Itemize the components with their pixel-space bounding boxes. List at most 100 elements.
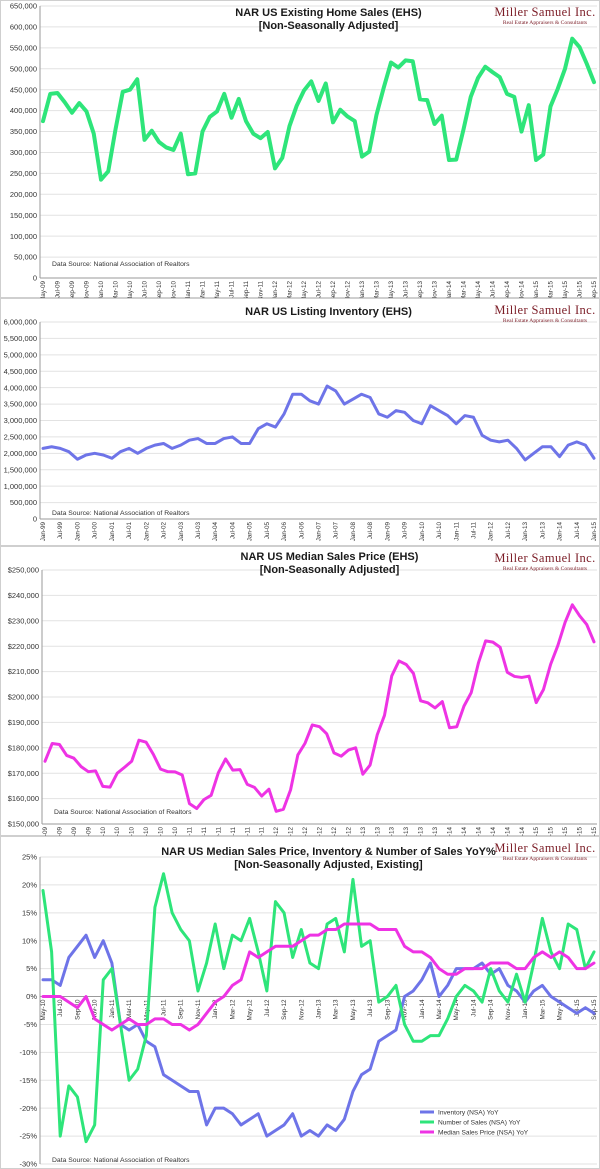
legend-label: Number of Sales (NSA) YoY (438, 1119, 521, 1126)
x-tick-label: Nov-12 (345, 827, 352, 836)
x-tick-label: May-11 (215, 827, 222, 836)
x-tick-label: Jan-15 (591, 522, 598, 542)
x-tick-label: May-14 (475, 827, 482, 836)
y-tick-label: 25% (22, 853, 37, 862)
y-tick-label: 5% (26, 964, 37, 973)
chart-subtitle: [Non-Seasonally Adjusted, Existing] (234, 859, 423, 871)
y-tick-label: $150,000 (8, 820, 39, 829)
y-tick-label: 450,000 (10, 85, 37, 94)
x-tick-label: Nov-09 (84, 281, 91, 298)
y-tick-label: -10% (19, 1048, 37, 1057)
y-tick-label: $200,000 (8, 693, 39, 702)
chart-subtitle: [Non-Seasonally Adjusted] (259, 20, 399, 32)
x-tick-label: May-15 (562, 281, 569, 298)
brand-logo: Miller Samuel Inc. (494, 303, 595, 317)
x-tick-label: Sep-15 (591, 999, 598, 1020)
x-tick-label: Jan-11 (453, 522, 460, 541)
x-tick-label: May-15 (557, 999, 564, 1020)
x-tick-label: Jan-05 (247, 522, 254, 542)
x-tick-label: Mar-15 (548, 827, 555, 836)
x-tick-label: Jul-15 (577, 281, 584, 298)
y-tick-label: $210,000 (8, 667, 39, 676)
x-tick-label: Sep-14 (504, 827, 511, 836)
chart-frame (0, 298, 600, 546)
x-tick-label: Jul-99 (57, 522, 64, 540)
x-tick-label: Sep-11 (243, 281, 250, 298)
y-tick-label: 650,000 (10, 2, 37, 11)
x-tick-label: Jul-11 (470, 522, 477, 539)
x-tick-label: Jul-04 (229, 522, 236, 540)
x-tick-label: Jan-10 (100, 827, 107, 836)
x-tick-label: Mar-13 (374, 281, 381, 298)
x-tick-label: Jul-12 (316, 281, 323, 298)
x-tick-label: Jan-12 (488, 522, 495, 542)
x-tick-label: Sep-11 (244, 827, 251, 836)
data-source: Data Source: National Association of Rea… (52, 510, 190, 517)
x-tick-label: Sep-15 (591, 827, 598, 836)
x-tick-label: Mar-13 (333, 999, 340, 1019)
x-tick-label: Jan-11 (185, 281, 192, 298)
x-tick-label: Nov-12 (345, 281, 352, 298)
x-tick-label: Jan-02 (143, 522, 150, 542)
x-tick-label: Jan-04 (212, 522, 219, 542)
x-tick-label: Mar-14 (461, 281, 468, 298)
x-tick-label: Jul-07 (333, 522, 340, 540)
x-tick-label: Jan-00 (74, 522, 81, 542)
chart-median-sales-price: $150,000 $160,000 $170,000 $180,000 $190,000… (0, 546, 600, 836)
x-tick-label: Jul-11 (230, 827, 237, 836)
y-tick-label: 350,000 (10, 127, 37, 136)
x-tick-label: Jul-10 (142, 281, 149, 298)
y-tick-label: 1,000,000 (4, 482, 37, 491)
x-tick-label: Jan-11 (109, 999, 116, 1018)
x-tick-label: May-13 (350, 999, 357, 1020)
y-tick-label: -15% (19, 1076, 37, 1085)
y-tick-label: 0 (33, 515, 37, 524)
y-tick-label: $190,000 (8, 718, 39, 727)
x-tick-label: Jul-02 (161, 522, 168, 540)
x-tick-label: Jul-10 (143, 827, 150, 836)
chart-title: NAR US Listing Inventory (EHS) (245, 306, 412, 318)
series-line (41, 384, 596, 462)
x-tick-label: Jan-08 (350, 522, 357, 542)
x-tick-label: Mar-12 (288, 827, 295, 836)
x-tick-label: Nov-14 (519, 827, 526, 836)
x-tick-label: Jul-12 (317, 827, 324, 836)
y-tick-label: 10% (22, 936, 37, 945)
x-tick-label: Nov-11 (258, 281, 265, 298)
x-tick-label: Sep-13 (384, 999, 391, 1020)
y-tick-label: -5% (24, 1020, 38, 1029)
y-tick-label: 1,500,000 (4, 465, 37, 474)
x-tick-label: Jan-14 (446, 281, 453, 298)
x-tick-label: Jul-14 (490, 281, 497, 298)
x-tick-label: Jan-12 (273, 827, 280, 836)
y-tick-label: $220,000 (8, 642, 39, 651)
y-tick-label: $160,000 (8, 794, 39, 803)
x-tick-label: Nov-14 (505, 999, 512, 1020)
data-source: Data Source: National Association of Rea… (52, 261, 190, 268)
chart-title: NAR US Median Sales Price (EHS) (241, 551, 419, 563)
y-tick-label: 5,500,000 (4, 334, 37, 343)
x-tick-label: Jul-09 (55, 281, 62, 298)
chart-listing-inventory: 0 500,000 1,000,000 1,500,000 2,000,000 2,500… (0, 298, 600, 546)
x-tick-label: May-14 (475, 281, 482, 298)
x-tick-label: Jan-13 (360, 827, 367, 836)
x-tick-label: Mar-11 (126, 999, 133, 1019)
x-tick-label: May-15 (562, 827, 569, 836)
x-tick-label: Mar-14 (436, 999, 443, 1019)
y-tick-label: 600,000 (10, 23, 37, 32)
x-tick-label: Mar-13 (374, 827, 381, 836)
x-tick-label: Nov-11 (259, 827, 266, 836)
x-tick-label: Jan-11 (186, 827, 193, 836)
x-tick-label: Sep-12 (330, 281, 337, 298)
x-tick-label: Mar-15 (548, 281, 555, 298)
x-tick-label: Jan-03 (178, 522, 185, 542)
y-tick-label: 4,500,000 (4, 367, 37, 376)
x-tick-label: Jan-15 (533, 827, 540, 836)
x-tick-label: Jan-13 (359, 281, 366, 298)
data-source: Data Source: National Association of Rea… (52, 1157, 190, 1164)
y-tick-label: 3,000,000 (4, 416, 37, 425)
chart-title: NAR US Existing Home Sales (EHS) (235, 7, 422, 19)
chart-subtitle: [Non-Seasonally Adjusted] (260, 564, 400, 576)
x-tick-label: Jan-07 (316, 522, 323, 542)
y-tick-label: $180,000 (8, 743, 39, 752)
